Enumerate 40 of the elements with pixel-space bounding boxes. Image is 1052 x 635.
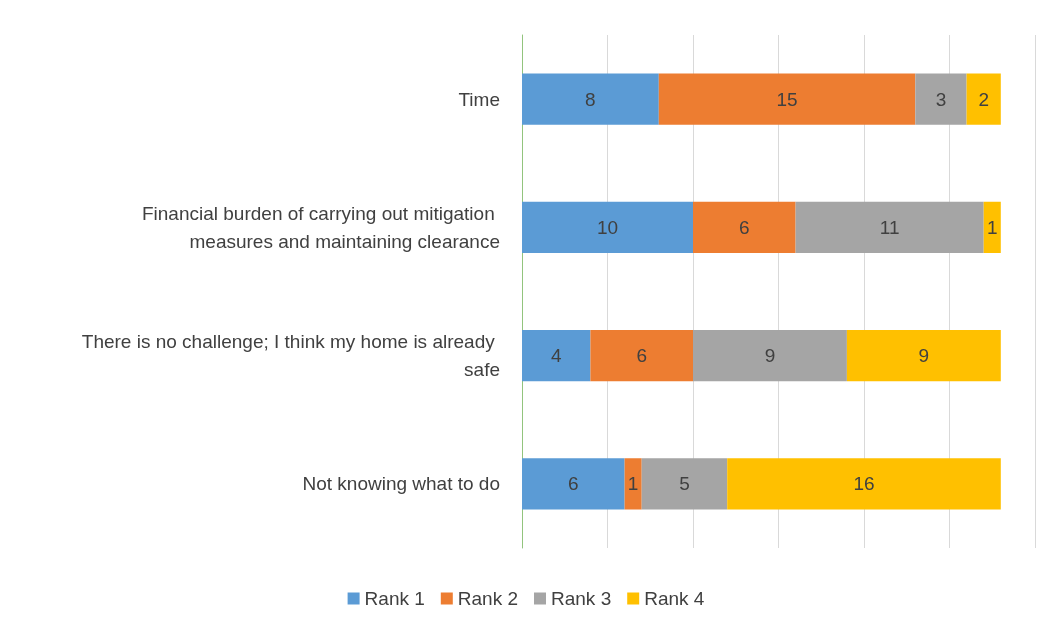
y-tick-label: Financial burden of carrying out mitigation measures and maintaining clearance bbox=[141, 202, 500, 252]
data-label: 2 bbox=[978, 88, 989, 110]
bar bbox=[590, 329, 693, 382]
data-label: 10 bbox=[596, 216, 619, 238]
bar bbox=[522, 201, 693, 254]
data-label: 5 bbox=[679, 473, 690, 495]
legend-label: Rank 3 bbox=[551, 588, 612, 609]
data-label: 11 bbox=[879, 216, 900, 238]
data-label: 8 bbox=[585, 88, 596, 110]
bar bbox=[693, 329, 847, 382]
bar bbox=[522, 329, 591, 382]
y-tick-label: Not knowing what to do bbox=[302, 473, 500, 495]
bar bbox=[983, 201, 1001, 254]
legend-label: Rank 4 bbox=[644, 588, 705, 609]
bar bbox=[727, 458, 1001, 510]
data-label: 1 bbox=[627, 473, 639, 495]
bar bbox=[693, 201, 796, 254]
data-label: 9 bbox=[764, 345, 776, 367]
bar bbox=[966, 73, 1001, 125]
legend-label: Rank 2 bbox=[457, 588, 518, 609]
data-label: 6 bbox=[636, 345, 647, 367]
data-label: 9 bbox=[918, 345, 930, 367]
bar bbox=[522, 73, 659, 125]
bar bbox=[641, 458, 728, 510]
data-label: 6 bbox=[568, 473, 579, 495]
data-label: 1 bbox=[986, 216, 998, 238]
data-label: 4 bbox=[550, 345, 562, 367]
legend-label: Rank 1 bbox=[364, 588, 425, 609]
bar bbox=[915, 73, 967, 125]
data-label: 3 bbox=[935, 88, 947, 110]
bar bbox=[624, 458, 642, 510]
data-label: 15 bbox=[776, 88, 798, 110]
data-label: 6 bbox=[739, 216, 750, 238]
bar bbox=[658, 73, 916, 125]
y-tick-label: There is no challenge; I think my home is already safe bbox=[81, 331, 500, 381]
bar bbox=[522, 458, 625, 510]
y-tick-label: Time bbox=[458, 88, 500, 110]
data-label: 16 bbox=[853, 473, 875, 495]
bar bbox=[795, 201, 984, 254]
bar bbox=[846, 329, 1001, 382]
